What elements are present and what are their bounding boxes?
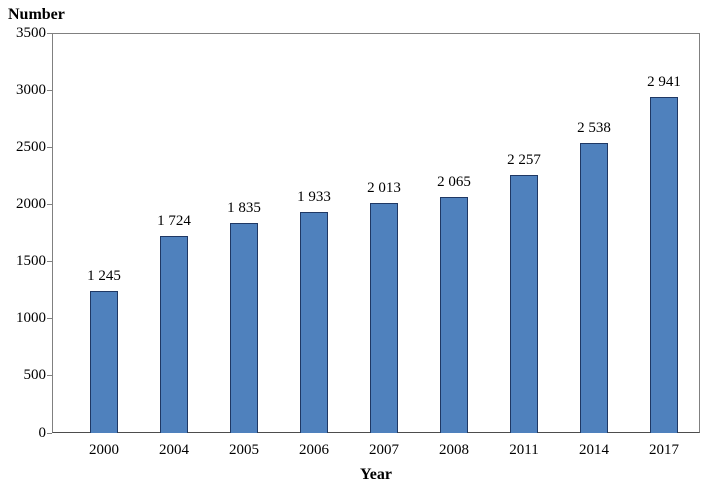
bar-2004 [160, 236, 188, 433]
x-tick-label-2011: 2011 [509, 442, 539, 458]
bar-2007 [370, 203, 398, 433]
y-tick-label: 3000 [16, 81, 46, 98]
y-tick-label: 1500 [16, 253, 46, 270]
bar-2011 [510, 175, 538, 433]
y-tick-label: 3500 [16, 24, 46, 41]
bar-value-label: 2 013 [367, 180, 401, 196]
bar-value-label: 1 724 [157, 213, 191, 229]
bar-value-label: 1 245 [87, 268, 121, 284]
y-tick-mark [47, 261, 52, 263]
x-tick-label-2017: 2017 [649, 442, 679, 458]
bar-2014 [580, 143, 608, 433]
bar-2006 [300, 212, 328, 433]
bar-value-label: 2 538 [577, 120, 611, 136]
y-tick-label: 2000 [16, 195, 46, 212]
y-tick-label: 2500 [16, 138, 46, 155]
x-axis-title: Year [360, 466, 392, 483]
bar-2005 [230, 223, 258, 433]
y-tick-mark [47, 32, 52, 34]
bar-value-label: 2 257 [507, 152, 541, 168]
bar-value-label: 1 835 [227, 200, 261, 216]
y-tick-mark [47, 89, 52, 91]
y-tick-mark [47, 432, 52, 434]
y-tick-label: 1000 [16, 310, 46, 327]
y-tick-mark [47, 146, 52, 148]
bar-value-label: 1 933 [297, 189, 331, 205]
x-tick-label-2008: 2008 [439, 442, 469, 458]
bar-2008 [440, 197, 468, 433]
bar-value-label: 2 065 [437, 174, 471, 190]
x-tick-label-2004: 2004 [159, 442, 189, 458]
x-tick-label-2014: 2014 [579, 442, 609, 458]
x-tick-label-2006: 2006 [299, 442, 329, 458]
bar-2000 [90, 291, 118, 433]
x-tick-label-2005: 2005 [229, 442, 259, 458]
y-tick-label: 500 [23, 367, 47, 384]
y-tick-mark [47, 318, 52, 320]
y-tick-label: 0 [38, 424, 47, 441]
y-axis-title: Number [8, 6, 65, 23]
y-tick-mark [47, 375, 52, 377]
y-tick-mark [47, 203, 52, 205]
bar-value-label: 2 941 [647, 74, 681, 90]
bar-2017 [650, 97, 678, 433]
x-tick-label-2000: 2000 [89, 442, 119, 458]
x-tick-label-2007: 2007 [369, 442, 399, 458]
